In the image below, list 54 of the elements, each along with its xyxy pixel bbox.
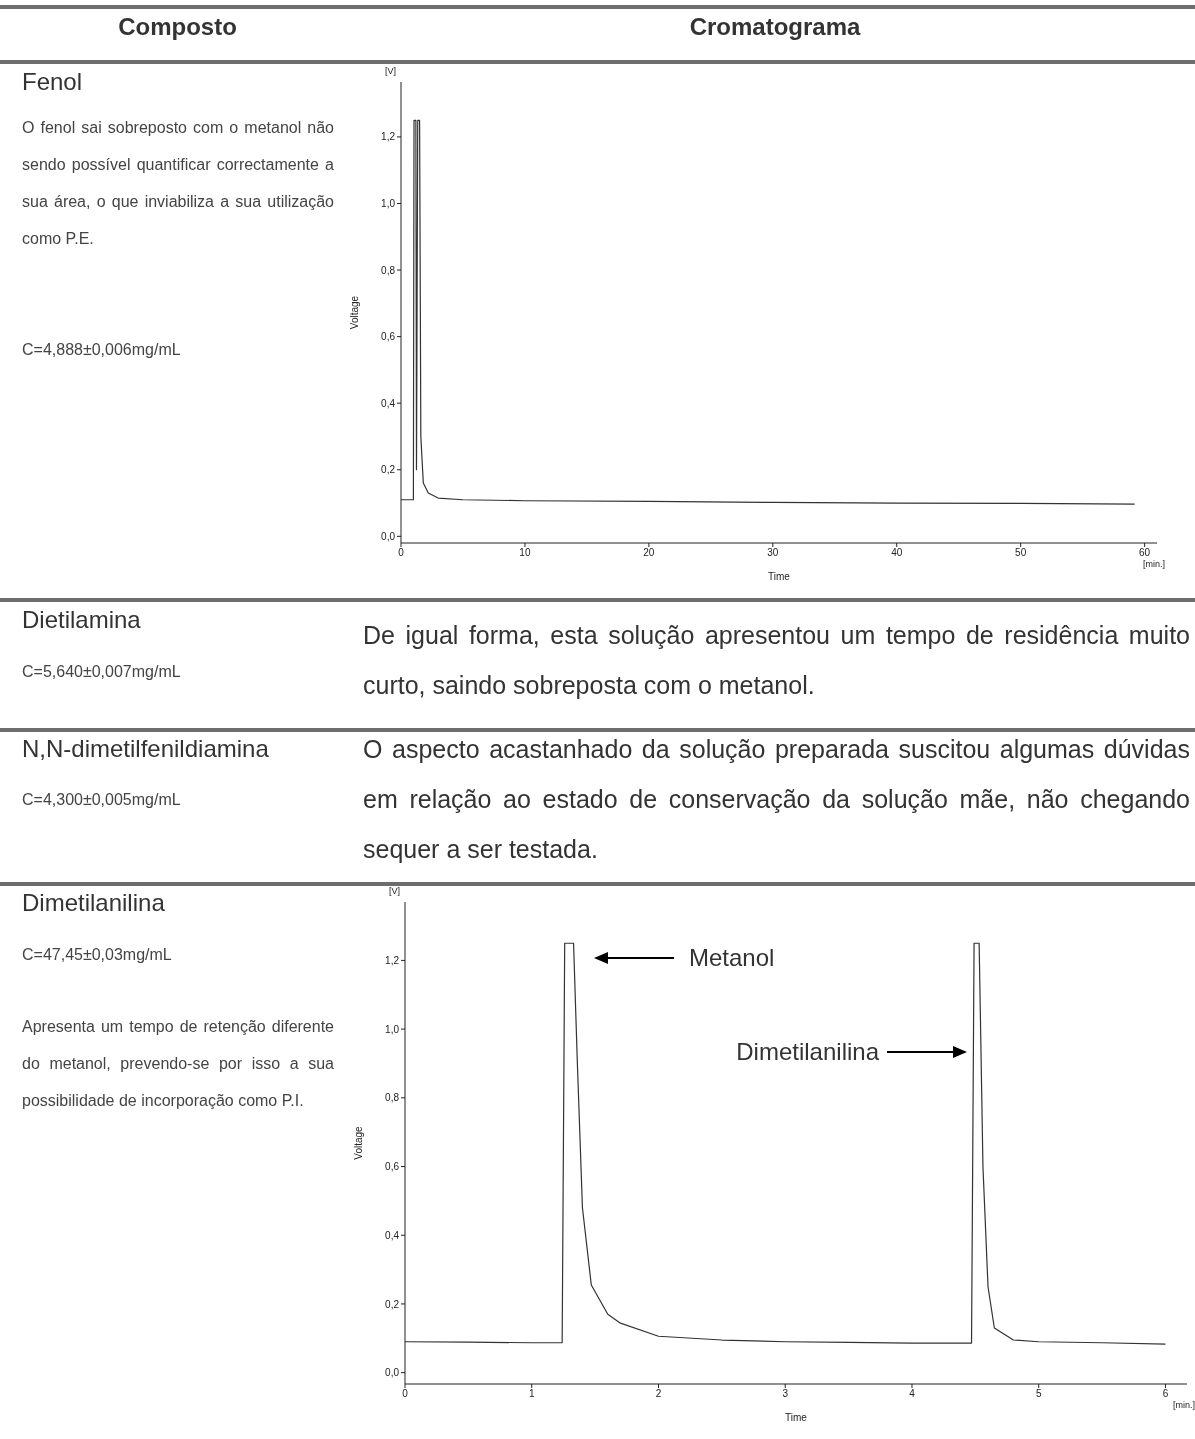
text: Apresenta um tempo de retenção diferente do metanol, prevendo-se por isso a sua possibilidade de incorporação como P.I.	[22, 1018, 334, 1109]
x-axis-title: Time	[768, 571, 791, 582]
x-tick-label: 10	[519, 547, 531, 559]
text: C=47,45±0,03mg/mL	[22, 945, 173, 965]
x-tick-label: 50	[1015, 547, 1027, 559]
text: O fenol sai sobreposto com o metanol não sendo possível quantificar correctamente a sua área, o que inviabiliza a sua utilização como P.E.	[22, 119, 334, 247]
text: Cromatograma	[688, 13, 862, 41]
y-tick-label: 0,6	[381, 331, 396, 343]
y-tick-label: 1,2	[385, 954, 400, 966]
x-tick-label: 5	[1035, 1388, 1042, 1400]
x-tick-label: 40	[891, 547, 903, 559]
y-tick-label: 0,4	[381, 397, 396, 409]
text: [min.]	[1142, 559, 1165, 569]
y-tick-label: 1,0	[381, 198, 396, 210]
x-tick-label: 1	[528, 1388, 535, 1400]
y-tick-label: 0,4	[385, 1229, 400, 1241]
x-tick-label: 3	[782, 1388, 789, 1400]
y-tick-label: 0,2	[381, 464, 396, 476]
y-tick-label: 0,6	[385, 1161, 400, 1173]
y-tick-label: 0,0	[381, 530, 396, 542]
y-tick-label: 1,0	[385, 1023, 400, 1035]
text: Composto	[117, 13, 238, 41]
x-tick-label: 60	[1139, 547, 1151, 559]
text: O aspecto acastanhado da solução preparada suscitou algumas dúvidas em relação ao estado de conservação da solução mãe, não chegando sequer a ser testada.	[363, 734, 1190, 865]
y-tick-label: 0,8	[381, 264, 396, 276]
text: C=4,888±0,006mg/mL	[22, 340, 182, 360]
annotation: Dimetilanilina	[736, 1038, 879, 1066]
x-tick-label: 0	[402, 1388, 409, 1400]
text: De igual forma, esta solução apresentou um tempo de residência muito curto, saindo sobreposta com o metanol.	[363, 620, 1190, 701]
x-tick-label: 20	[643, 547, 655, 559]
line-series	[405, 942, 1167, 1345]
x-tick-label: 2	[655, 1388, 662, 1400]
y-axis-title: Voltage	[348, 295, 360, 330]
text: N,N-dimetilfenildiamina	[22, 735, 270, 763]
text: Dimetilanilina	[22, 889, 166, 917]
annotation: Metanol	[689, 944, 775, 972]
y-tick-label: 0,2	[385, 1298, 400, 1310]
y-tick-label: 1,2	[381, 131, 396, 143]
text: C=4,300±0,005mg/mL	[22, 790, 182, 810]
x-tick-label: 30	[767, 547, 779, 559]
x-axis-title: Time	[785, 1412, 808, 1423]
text: Dietilamina	[22, 606, 142, 634]
text: [V]	[389, 886, 401, 896]
text: C=5,640±0,007mg/mL	[22, 662, 182, 682]
x-tick-label: 6	[1162, 1388, 1169, 1400]
y-tick-label: 0,0	[385, 1367, 400, 1379]
text: [min.]	[1172, 1400, 1195, 1410]
y-tick-label: 0,8	[385, 1092, 400, 1104]
x-tick-label: 0	[398, 547, 405, 559]
y-axis-title: Voltage	[352, 1125, 364, 1160]
line-series	[401, 119, 1136, 505]
text: Fenol	[22, 68, 84, 96]
text: [V]	[385, 66, 397, 76]
x-tick-label: 4	[909, 1388, 916, 1400]
